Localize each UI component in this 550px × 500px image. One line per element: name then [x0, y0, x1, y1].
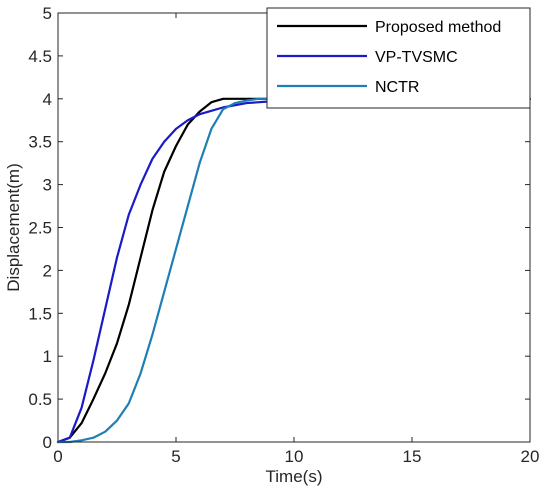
y-axis-label: Displacement(m) [4, 163, 23, 291]
y-tick-label: 3.5 [28, 133, 52, 152]
x-tick-label: 20 [521, 447, 540, 466]
y-tick-label: 4.5 [28, 47, 52, 66]
y-tick-label: 0.5 [28, 390, 52, 409]
x-tick-label: 0 [53, 447, 62, 466]
y-tick-label: 1 [43, 347, 52, 366]
y-tick-label: 2.5 [28, 219, 52, 238]
y-tick-label: 0 [43, 433, 52, 452]
x-tick-label: 15 [403, 447, 422, 466]
legend-label-1: VP-TVSMC [375, 49, 458, 66]
y-tick-label: 1.5 [28, 304, 52, 323]
y-tick-label: 5 [43, 4, 52, 23]
x-axis-label: Time(s) [266, 467, 323, 486]
legend-label-2: NCTR [375, 79, 419, 96]
axes-layer: 0 5 10 15 20 0 0.5 1 1.5 2 2.5 3 3.5 4 4.5 5 Time(s) Disp… [4, 4, 539, 486]
legend-label-0: Proposed method [375, 19, 501, 36]
legend: Proposed method VP-TVSMC NCTR [266, 7, 531, 109]
legend-box [266, 7, 531, 109]
y-tick-label: 3 [43, 176, 52, 195]
y-tick-label: 4 [43, 90, 52, 109]
x-tick-label: 5 [171, 447, 180, 466]
y-tick-label: 2 [43, 261, 52, 280]
x-tick-label: 10 [285, 447, 304, 466]
